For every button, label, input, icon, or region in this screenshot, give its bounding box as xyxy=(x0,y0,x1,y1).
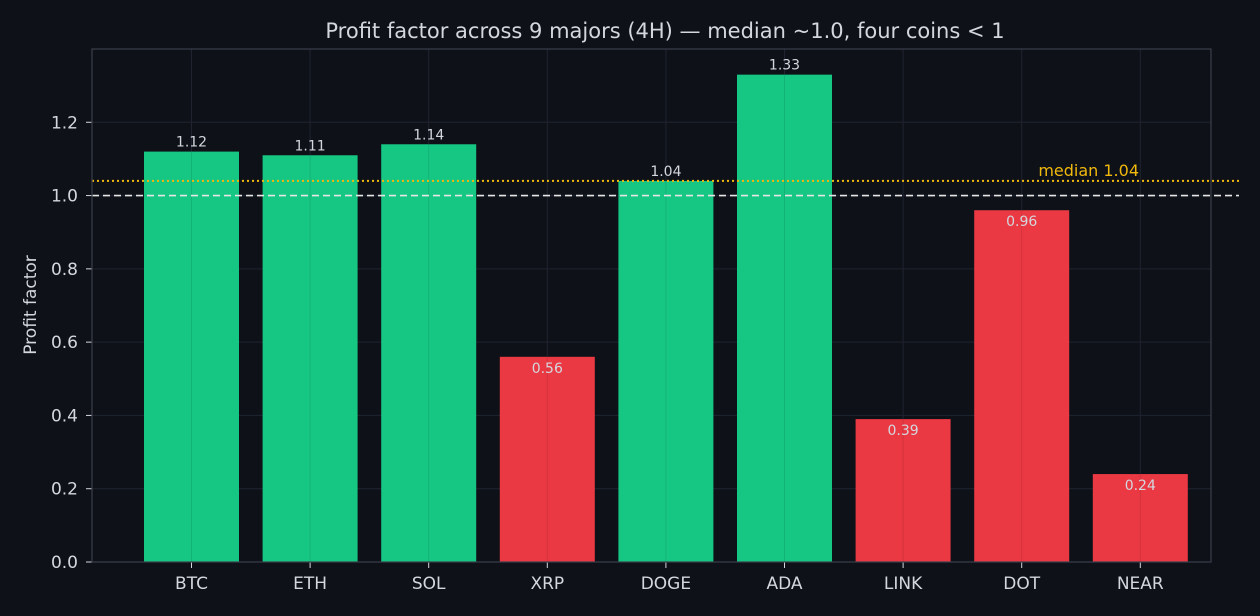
y-tick-label: 0.4 xyxy=(51,406,78,426)
bar-xrp xyxy=(499,356,595,562)
bar-value-label: 0.39 xyxy=(888,423,919,439)
bar-ada xyxy=(737,74,832,563)
y-tick-label: 0.6 xyxy=(51,333,78,353)
x-tick-label: SOL xyxy=(412,574,446,594)
bar-eth xyxy=(262,155,358,562)
y-tick-label: 0.2 xyxy=(51,480,78,500)
x-tick-label: DOGE xyxy=(641,574,691,594)
bar-value-label: 1.33 xyxy=(769,58,800,74)
axes: 0.0 0.2 0.4 0.6 0.8 1.0 1.2 BTC ETH SOL XRP DOGE ADA… xyxy=(51,48,1212,594)
bars: 1.12 1.11 1.14 0.56 1.04 1.33 0.39 0.96 0.24 xyxy=(144,58,1188,563)
x-tick-label: ADA xyxy=(766,574,802,594)
y-tick-label: 1.2 xyxy=(51,113,78,133)
bar-dot xyxy=(974,210,1070,562)
bar-value-label: 0.96 xyxy=(1006,214,1037,230)
x-tick-label: LINK xyxy=(884,574,923,594)
x-tick-label: ETH xyxy=(293,574,327,594)
bar-value-label: 1.12 xyxy=(176,135,207,151)
x-tick-label: DOT xyxy=(1003,574,1040,594)
x-tick-label: XRP xyxy=(530,574,564,594)
bar-value-label: 1.04 xyxy=(650,164,681,180)
x-tick-label: NEAR xyxy=(1117,574,1164,594)
bar-value-label: 0.24 xyxy=(1125,478,1156,494)
bar-sol xyxy=(381,144,477,562)
reference-lines: median 1.04 xyxy=(92,161,1239,197)
chart-title: Profit factor across 9 majors (4H) — med… xyxy=(325,19,1004,43)
bar-near xyxy=(1092,474,1188,562)
median-label: median 1.04 xyxy=(1038,161,1139,180)
y-axis-label: Profit factor xyxy=(21,255,41,355)
bar-link xyxy=(855,419,951,562)
plot-frame xyxy=(91,48,1212,563)
bar-value-label: 1.14 xyxy=(413,127,444,143)
bar-btc xyxy=(144,151,239,562)
bar-doge xyxy=(618,180,714,562)
bar-value-label: 1.11 xyxy=(295,138,326,154)
y-tick-label: 1.0 xyxy=(51,187,78,207)
y-tick-label: 0.8 xyxy=(51,260,78,280)
y-tick-label: 0.0 xyxy=(51,553,78,573)
x-tick-label: BTC xyxy=(175,574,208,594)
bar-value-label: 0.56 xyxy=(532,361,563,377)
